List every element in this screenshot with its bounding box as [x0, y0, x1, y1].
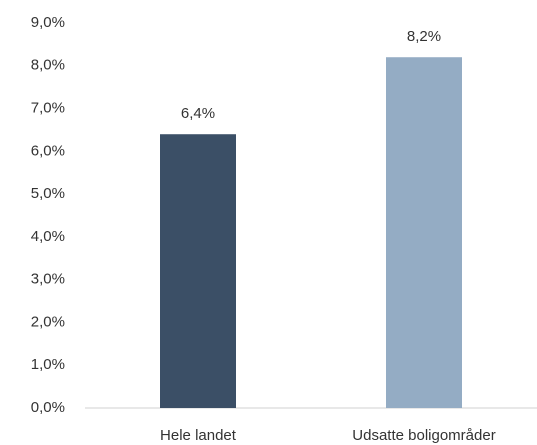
y-tick-label: 5,0%	[31, 185, 65, 202]
bar	[386, 57, 462, 408]
y-tick-label: 6,0%	[31, 142, 65, 159]
x-tick-label: Hele landet	[160, 427, 237, 444]
y-tick-label: 7,0%	[31, 100, 65, 117]
y-tick-label: 0,0%	[31, 399, 65, 416]
x-tick-label: Udsatte boligområder	[352, 427, 495, 444]
value-label: 8,2%	[407, 28, 441, 45]
y-tick-label: 2,0%	[31, 313, 65, 330]
y-tick-label: 8,0%	[31, 57, 65, 74]
y-tick-label: 9,0%	[31, 14, 65, 31]
y-tick-label: 1,0%	[31, 356, 65, 373]
bar	[160, 134, 236, 408]
y-tick-label: 3,0%	[31, 271, 65, 288]
y-tick-label: 4,0%	[31, 228, 65, 245]
value-label: 6,4%	[181, 105, 215, 122]
